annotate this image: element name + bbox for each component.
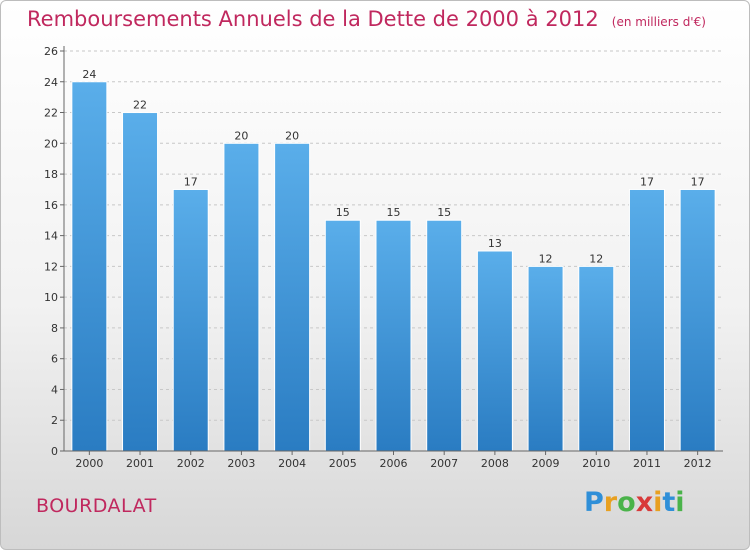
value-label-2010: 12: [589, 252, 603, 265]
bar-2009: [527, 265, 564, 452]
commune-name: BOURDALAT: [36, 495, 157, 517]
bar-2012: [679, 188, 716, 452]
bar-2008: [476, 250, 513, 452]
title-row: Remboursements Annuels de la Dette de 20…: [27, 7, 706, 31]
y-tick-label: 14: [44, 230, 58, 243]
bar-2006: [375, 219, 412, 452]
brand-letter: i: [675, 487, 685, 518]
bar-2010: [578, 265, 615, 452]
y-tick-label: 24: [44, 76, 58, 89]
value-label-2006: 15: [387, 206, 401, 219]
value-label-2011: 17: [640, 175, 654, 188]
value-label-2001: 22: [133, 99, 147, 112]
y-tick-label: 2: [51, 414, 58, 427]
x-tick-label-2011: 2011: [633, 457, 661, 470]
brand-letter: P: [584, 487, 604, 518]
brand-letter: x: [635, 487, 654, 518]
x-tick-label-2009: 2009: [532, 457, 560, 470]
bar-2011: [628, 188, 665, 452]
y-tick-label: 0: [51, 445, 58, 458]
bar-2003: [223, 142, 260, 452]
brand-logo[interactable]: Proxiti: [584, 487, 685, 518]
value-label-2000: 24: [82, 68, 96, 81]
y-tick-label: 20: [44, 137, 58, 150]
y-tick-label: 4: [51, 383, 58, 396]
x-tick-label-2001: 2001: [126, 457, 154, 470]
y-tick-label: 12: [44, 260, 58, 273]
x-tick-label-2000: 2000: [75, 457, 103, 470]
bar-2001: [122, 112, 159, 452]
y-tick-label: 18: [44, 168, 58, 181]
value-label-2004: 20: [285, 129, 299, 142]
x-tick-label-2005: 2005: [329, 457, 357, 470]
brand-letter: r: [603, 487, 618, 518]
value-label-2012: 17: [691, 175, 705, 188]
brand-letter: i: [653, 487, 663, 518]
x-tick-label-2008: 2008: [481, 457, 509, 470]
y-tick-label: 22: [44, 107, 58, 120]
value-label-2005: 15: [336, 206, 350, 219]
chart-title: Remboursements Annuels de la Dette de 20…: [27, 7, 599, 31]
x-tick-label-2012: 2012: [684, 457, 712, 470]
value-label-2007: 15: [437, 206, 451, 219]
brand-letter: o: [617, 487, 636, 518]
y-tick-label: 6: [51, 353, 58, 366]
x-tick-label-2002: 2002: [177, 457, 205, 470]
value-label-2009: 12: [539, 252, 553, 265]
x-tick-label-2010: 2010: [582, 457, 610, 470]
bar-2002: [172, 188, 209, 452]
bar-2004: [274, 142, 311, 452]
chart-subtitle: (en milliers d'€): [611, 15, 706, 29]
y-tick-label: 26: [44, 45, 58, 58]
value-label-2002: 17: [184, 175, 198, 188]
bar-2000: [71, 81, 108, 452]
x-tick-label-2006: 2006: [380, 457, 408, 470]
y-tick-label: 8: [51, 322, 58, 335]
y-tick-label: 10: [44, 291, 58, 304]
value-label-2003: 20: [234, 129, 248, 142]
brand-letter: t: [662, 487, 676, 518]
bar-layer: 24 22 17 20 20 15 15 15 13 12 12 17 17: [71, 68, 716, 452]
bar-2005: [324, 219, 361, 452]
x-tick-label-2003: 2003: [227, 457, 255, 470]
y-tick-label: 16: [44, 199, 58, 212]
x-tick-label-2007: 2007: [430, 457, 458, 470]
bar-2007: [426, 219, 463, 452]
value-label-2008: 13: [488, 237, 502, 250]
x-tick-label-2004: 2004: [278, 457, 306, 470]
